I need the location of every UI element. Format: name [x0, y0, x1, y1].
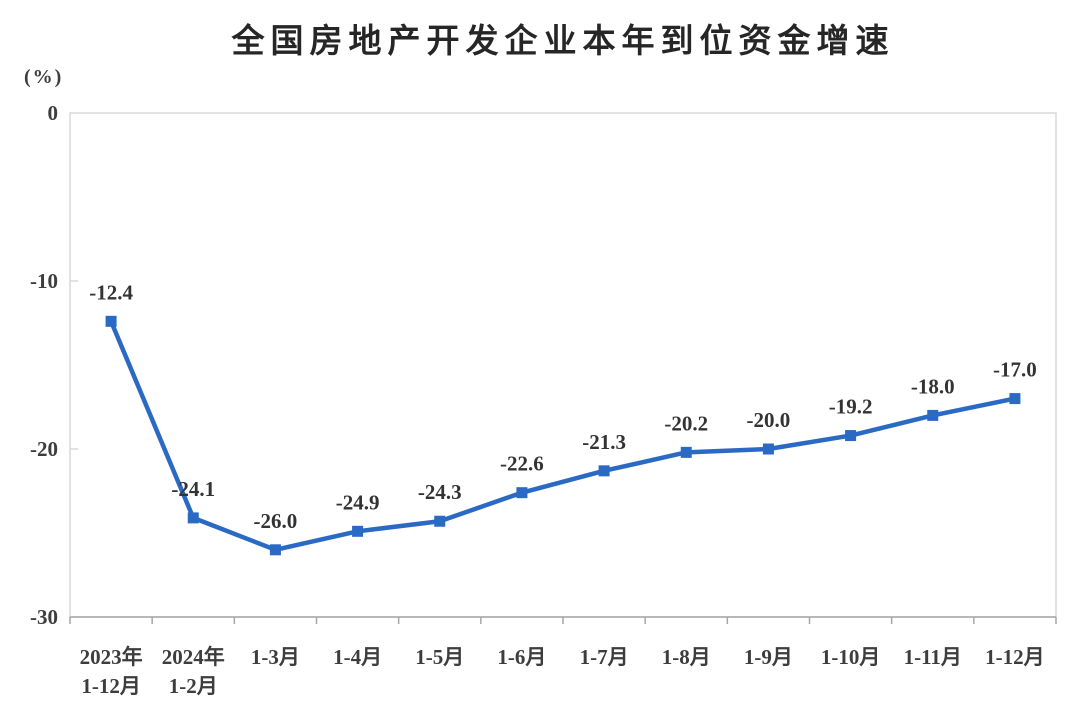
data-point-label: -21.3 — [582, 430, 626, 454]
data-point-label: -12.4 — [89, 280, 133, 304]
data-point-marker — [187, 512, 199, 524]
data-line — [108, 319, 1018, 553]
data-point-marker — [845, 430, 857, 442]
data-point-label: -24.9 — [336, 490, 380, 514]
data-point-label: -19.2 — [829, 395, 873, 419]
data-point-label: -24.3 — [418, 480, 462, 504]
x-axis-label: 1-4月 — [333, 645, 382, 669]
x-axis-label: 1-6月 — [497, 645, 546, 669]
y-axis-unit-label: (%) — [24, 66, 64, 88]
y-axis-tick-label: -20 — [30, 437, 58, 461]
data-point-marker — [762, 443, 774, 455]
x-axis-label: 1-9月 — [744, 645, 793, 669]
data-point-marker — [352, 525, 364, 537]
x-axis-label: 1-12月 — [985, 645, 1045, 669]
data-point-label: -20.2 — [664, 411, 708, 435]
x-axis-label: 1-10月 — [821, 645, 881, 669]
data-point-marker — [1009, 393, 1021, 405]
x-axis-label: 1-11月 — [904, 645, 962, 669]
x-axis-label: 2023年 — [80, 645, 143, 669]
y-axis-tick-label: -10 — [30, 269, 58, 293]
x-axis-label: 1-3月 — [251, 645, 300, 669]
data-point-label: -26.0 — [254, 509, 298, 533]
x-axis-label: 2024年 — [162, 645, 225, 669]
plot-border — [69, 112, 1057, 618]
y-axis-tick-label: 0 — [48, 101, 59, 125]
x-axis-label: 1-2月 — [169, 674, 218, 698]
data-point-label: -20.0 — [747, 408, 791, 432]
x-axis-label: 1-8月 — [662, 645, 711, 669]
data-point-marker — [269, 544, 281, 556]
data-point-label: -24.1 — [171, 477, 215, 501]
data-point-label: -22.6 — [500, 452, 544, 476]
data-point-marker — [516, 487, 528, 499]
y-axis-tick-label: -30 — [30, 605, 58, 629]
data-point-marker — [598, 465, 610, 477]
x-axis-label: 1-7月 — [580, 645, 629, 669]
chart-title: 全国房地产开发企业本年到位资金增速 — [231, 22, 895, 59]
x-axis-label: 1-5月 — [415, 645, 464, 669]
data-point-label: -18.0 — [911, 374, 955, 398]
data-point-marker — [927, 409, 939, 421]
x-axis-label: 1-12月 — [81, 674, 141, 698]
data-point-marker — [680, 446, 692, 458]
data-point-marker — [434, 515, 446, 527]
data-point-label: -17.0 — [993, 358, 1037, 382]
data-point-marker — [105, 315, 117, 327]
